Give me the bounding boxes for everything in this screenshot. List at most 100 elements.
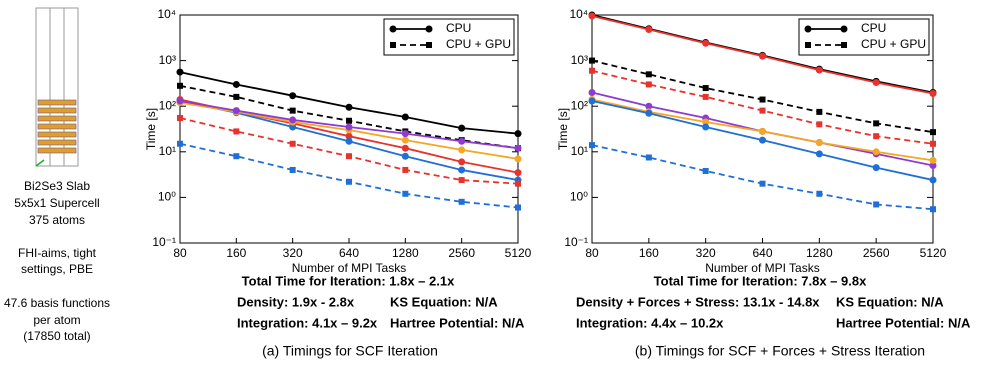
y-tick-label: 10³: [571, 53, 588, 67]
marker: [426, 42, 432, 48]
marker: [703, 168, 709, 174]
marker: [805, 26, 812, 33]
marker: [458, 125, 465, 132]
y-axis-label: Time [s]: [556, 108, 570, 150]
marker: [589, 142, 595, 148]
y-tick-label: 10²: [159, 98, 176, 112]
marker: [816, 121, 822, 127]
x-tick-label: 160: [639, 246, 659, 260]
marker: [390, 42, 396, 48]
marker: [177, 98, 184, 105]
marker: [816, 67, 823, 74]
marker: [402, 145, 409, 152]
x-tick-label: 2560: [448, 246, 475, 260]
legend-label: CPU: [861, 21, 886, 35]
marker: [646, 71, 652, 77]
y-tick-label: 10⁴: [157, 7, 176, 21]
marker: [930, 157, 937, 164]
marker: [816, 139, 823, 146]
marker: [646, 81, 652, 87]
x-tick-label: 320: [696, 246, 716, 260]
annotation: Hartree Potential: N/A: [836, 315, 971, 330]
marker: [589, 98, 596, 105]
marker: [233, 153, 239, 159]
marker: [177, 141, 183, 147]
y-tick-label: 10¹: [159, 144, 176, 158]
x-tick-label: 80: [585, 246, 599, 260]
marker: [873, 120, 879, 126]
marker: [346, 118, 352, 124]
marker: [645, 26, 652, 33]
marker: [515, 205, 521, 211]
marker: [346, 138, 353, 145]
marker: [646, 154, 652, 160]
marker: [459, 177, 465, 183]
x-tick-label: 80: [173, 246, 187, 260]
structure-note: FHI-aims, tight: [18, 246, 97, 260]
marker: [290, 141, 296, 147]
marker: [760, 108, 766, 114]
marker: [759, 137, 766, 144]
marker: [841, 42, 847, 48]
marker: [346, 104, 353, 111]
marker: [873, 133, 879, 139]
marker: [589, 89, 596, 96]
annotation: Density: 1.9x - 2.8x: [237, 294, 355, 309]
marker: [873, 148, 880, 155]
marker: [816, 191, 822, 197]
marker: [930, 129, 936, 135]
x-tick-label: 5120: [920, 246, 947, 260]
marker: [459, 199, 465, 205]
x-tick-label: 5120: [505, 246, 532, 260]
x-tick-label: 160: [226, 246, 246, 260]
marker: [515, 145, 522, 152]
marker: [515, 169, 522, 176]
marker: [233, 94, 239, 100]
marker: [402, 191, 408, 197]
y-tick-label: 10²: [571, 98, 588, 112]
y-axis-label: Time [s]: [144, 108, 158, 150]
annotation: KS Equation: N/A: [390, 294, 498, 309]
marker: [515, 130, 522, 137]
marker: [426, 26, 433, 33]
x-tick-label: 2560: [863, 246, 890, 260]
marker: [402, 113, 409, 120]
marker: [816, 109, 822, 115]
marker: [402, 137, 409, 144]
legend-label: CPU + GPU: [446, 37, 511, 51]
annotation: KS Equation: N/A: [836, 294, 944, 309]
marker: [233, 81, 240, 88]
marker: [458, 158, 465, 165]
marker: [402, 130, 409, 137]
y-tick-label: 10⁰: [158, 190, 176, 204]
marker: [760, 97, 766, 103]
structure-note: 47.6 basis functions: [4, 296, 110, 310]
structure-note: settings, PBE: [21, 262, 93, 276]
marker: [390, 26, 397, 33]
marker: [703, 85, 709, 91]
marker: [233, 128, 239, 134]
marker: [816, 150, 823, 157]
marker: [290, 167, 296, 173]
caption: (b) Timings for SCF + Forces + Stress It…: [635, 343, 925, 359]
x-tick-label: 1280: [392, 246, 419, 260]
caption: (a) Timings for SCF Iteration: [262, 343, 438, 359]
marker: [515, 181, 521, 187]
marker: [233, 107, 240, 114]
x-tick-label: 320: [283, 246, 303, 260]
structure-note: (17850 total): [23, 329, 90, 343]
marker: [759, 128, 766, 135]
marker: [702, 40, 709, 47]
marker: [402, 153, 409, 160]
x-tick-label: 640: [752, 246, 772, 260]
marker: [458, 138, 465, 145]
x-tick-label: 1280: [806, 246, 833, 260]
marker: [759, 53, 766, 60]
marker: [289, 116, 296, 123]
annotation: Hartree Potential: N/A: [390, 315, 525, 330]
y-tick-label: 10³: [159, 53, 176, 67]
marker: [589, 13, 596, 20]
marker: [873, 164, 880, 171]
annotation: Density + Forces + Stress: 13.1x - 14.8x: [576, 294, 820, 309]
marker: [703, 94, 709, 100]
